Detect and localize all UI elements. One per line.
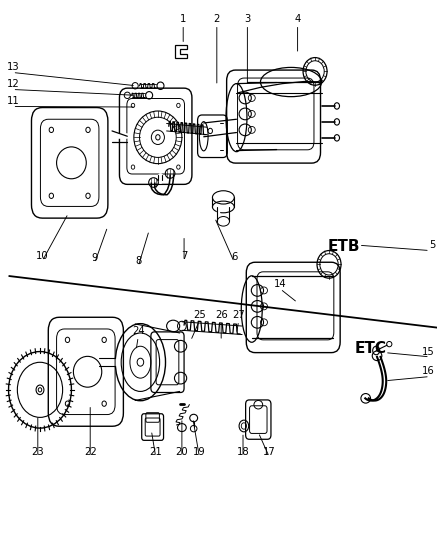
Text: ETB: ETB <box>327 239 360 254</box>
Text: 9: 9 <box>92 253 98 263</box>
Ellipse shape <box>38 387 42 392</box>
Text: 5: 5 <box>429 240 435 250</box>
Text: ETC: ETC <box>355 342 387 357</box>
Text: 25: 25 <box>193 310 206 320</box>
Text: 18: 18 <box>237 447 249 456</box>
Text: 17: 17 <box>263 447 276 456</box>
Text: 24: 24 <box>132 326 145 336</box>
Text: 26: 26 <box>215 310 228 320</box>
Text: 4: 4 <box>294 14 301 25</box>
Text: 27: 27 <box>232 310 245 320</box>
Text: 2: 2 <box>214 14 220 25</box>
Text: 12: 12 <box>7 79 20 89</box>
Text: 3: 3 <box>244 14 251 25</box>
Text: 15: 15 <box>422 346 435 357</box>
Text: 22: 22 <box>84 447 96 456</box>
Text: 20: 20 <box>176 447 188 456</box>
Text: 11: 11 <box>7 96 20 106</box>
Text: 19: 19 <box>193 447 206 456</box>
Text: 14: 14 <box>274 279 286 288</box>
Text: 6: 6 <box>231 252 237 262</box>
Text: 1: 1 <box>180 14 187 25</box>
Ellipse shape <box>137 358 144 366</box>
Text: 8: 8 <box>135 256 141 266</box>
Text: 23: 23 <box>32 447 44 456</box>
Ellipse shape <box>155 135 160 140</box>
Text: 13: 13 <box>7 62 20 72</box>
Ellipse shape <box>208 128 212 134</box>
Text: 7: 7 <box>181 251 187 261</box>
Text: 21: 21 <box>149 447 162 456</box>
Text: 16: 16 <box>422 366 435 376</box>
Text: 10: 10 <box>36 251 49 261</box>
